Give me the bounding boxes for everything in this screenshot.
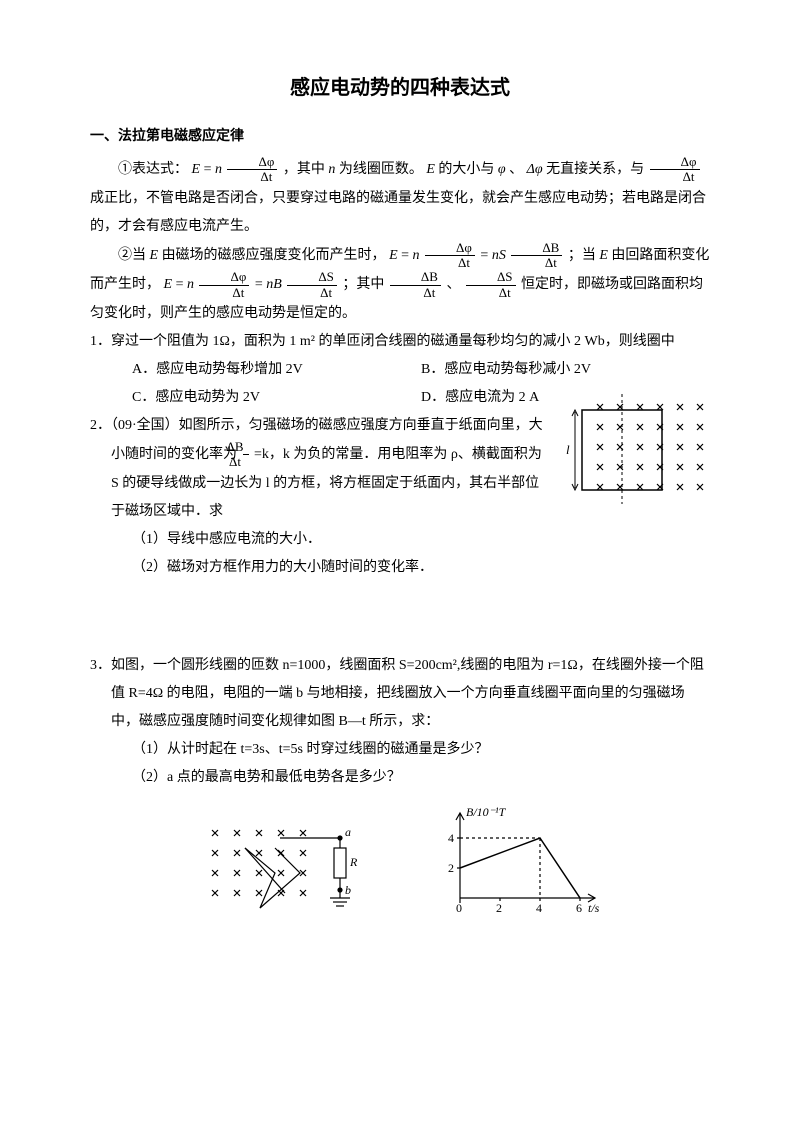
frac-num: Δφ xyxy=(650,155,700,170)
xtick-2: 2 xyxy=(496,901,502,915)
label-b: b xyxy=(345,883,351,897)
frac-num: ΔB xyxy=(243,440,249,455)
p1-text-b: ，其中 xyxy=(283,162,329,177)
frac-num: ΔS xyxy=(287,270,337,285)
formula-n: n xyxy=(413,248,420,263)
xtick-6: 6 xyxy=(576,901,582,915)
frac-db-dt-2: ΔB Δt xyxy=(390,270,441,300)
p2-text-e: ；其中 xyxy=(342,277,388,292)
frac-num: Δφ xyxy=(425,241,475,256)
question-2-sub1: （1）导线中感应电流的大小． xyxy=(90,526,550,554)
frac-ds-dt: ΔS Δt xyxy=(287,270,337,300)
frac-ds-dt-2: ΔS Δt xyxy=(466,270,516,300)
var-dphi: Δφ xyxy=(527,162,543,177)
formula-e: E xyxy=(164,277,173,292)
xtick-4: 4 xyxy=(536,901,542,915)
label-l: l xyxy=(566,442,570,457)
circuit-diagram: a R b xyxy=(190,798,400,928)
formula-e: E xyxy=(192,162,201,177)
question-1: 1．穿过一个阻值为 1Ω，面积为 1 m² 的单匝闭合线圈的磁通量每秒均匀的减小… xyxy=(90,328,710,356)
p2-text-b: 由磁场的磁感应强度变化而产生时， xyxy=(162,248,386,263)
paragraph-2: ②当 E 由磁场的磁感应强度变化而产生时， E = n Δφ Δt = nS Δ… xyxy=(90,241,710,328)
p2-text-a: ②当 xyxy=(118,248,150,263)
frac-db-dt: ΔB Δt xyxy=(511,241,562,271)
var-e: E xyxy=(599,248,608,263)
xtick-0: 0 xyxy=(456,901,462,915)
p2-text-f: 、 xyxy=(446,277,460,292)
question-2: 2．（09·全国）如图所示，匀强磁场的磁感应强度方向垂直于纸面向里，大小随时间的… xyxy=(90,412,550,526)
bt-graph: B/10⁻¹T t/s 2 4 0 2 4 6 xyxy=(430,798,610,928)
var-phi: φ xyxy=(498,162,506,177)
graph-xlabel: t/s xyxy=(588,901,600,915)
p1-text-a: ①表达式： xyxy=(118,162,188,177)
label-a: a xyxy=(345,825,351,839)
frac-den: Δt xyxy=(425,256,475,270)
frac-den: Δt xyxy=(287,286,337,300)
formula-n: n xyxy=(187,277,194,292)
var-n: n xyxy=(328,162,335,177)
p1-text-g: 成正比，不管电路是否闭合，只要穿过电路的磁通量发生变化，就会产生感应电动势；若电… xyxy=(90,191,706,234)
eq-sign: = xyxy=(204,162,215,177)
frac-den: Δt xyxy=(650,170,700,184)
frac-num: ΔS xyxy=(466,270,516,285)
frac-num: ΔB xyxy=(390,270,441,285)
question-3-sub2: （2）a 点的最高电势和最低电势各是多少？ xyxy=(90,764,710,792)
eq-sign: = xyxy=(480,248,491,263)
frac-dphi-dt-3: Δφ Δt xyxy=(425,241,475,271)
var-e: E xyxy=(426,162,435,177)
diagram-magnetic-field: l xyxy=(560,382,710,521)
frac-num: Δφ xyxy=(199,270,249,285)
formula-ns: nS xyxy=(492,248,506,263)
frac-db-dt-q2: ΔB Δt xyxy=(243,440,249,470)
question-3: 3．如图，一个圆形线圈的匝数 n=1000，线圈面积 S=200cm²,线圈的电… xyxy=(90,652,710,736)
formula-nb: nB xyxy=(266,277,282,292)
formula-n: n xyxy=(215,162,222,177)
p1-text-e: 、 xyxy=(509,162,523,177)
frac-num: Δφ xyxy=(227,155,277,170)
option-a: A．感应电动势每秒增加 2V xyxy=(132,356,421,384)
question-2-row: 2．（09·全国）如图所示，匀强磁场的磁感应强度方向垂直于纸面向里，大小随时间的… xyxy=(90,412,710,582)
label-r: R xyxy=(349,855,358,869)
question-3-diagrams: a R b B/10⁻¹T t/s 2 4 0 2 4 xyxy=(90,798,710,928)
frac-den: Δt xyxy=(466,286,516,300)
eq-sign: = xyxy=(255,277,266,292)
frac-den: Δt xyxy=(511,256,562,270)
frac-dphi-dt-4: Δφ Δt xyxy=(199,270,249,300)
option-c: C．感应电动势为 2V xyxy=(132,384,421,412)
p1-text-d: 的大小与 xyxy=(438,162,498,177)
frac-dphi-dt: Δφ Δt xyxy=(227,155,277,185)
graph-ylabel: B/10⁻¹T xyxy=(466,805,507,819)
page-title: 感应电动势的四种表达式 xyxy=(90,70,710,106)
p1-text-c: 为线圈匝数。 xyxy=(339,162,423,177)
ytick-2: 2 xyxy=(448,861,454,875)
paragraph-1: ①表达式： E = n Δφ Δt ，其中 n 为线圈匝数。 E 的大小与 φ … xyxy=(90,155,710,241)
section-1-heading: 一、法拉第电磁感应定律 xyxy=(90,124,710,149)
frac-num: ΔB xyxy=(511,241,562,256)
formula-e: E xyxy=(389,248,398,263)
frac-dphi-dt-2: Δφ Δt xyxy=(650,155,700,185)
frac-den: Δt xyxy=(227,170,277,184)
question-2-sub2: （2）磁场对方框作用力的大小随时间的变化率． xyxy=(90,554,550,582)
p2-text-c: ；当 xyxy=(568,248,600,263)
eq-sign: = xyxy=(176,277,187,292)
option-b: B．感应电动势每秒减小 2V xyxy=(421,356,710,384)
frac-den: Δt xyxy=(390,286,441,300)
frac-den: Δt xyxy=(243,455,249,469)
question-3-sub1: （1）从计时起在 t=3s、t=5s 时穿过线圈的磁通量是多少？ xyxy=(90,736,710,764)
p1-text-f: 无直接关系，与 xyxy=(546,162,648,177)
eq-sign: = xyxy=(401,248,412,263)
frac-den: Δt xyxy=(199,286,249,300)
ytick-4: 4 xyxy=(448,831,454,845)
var-e: E xyxy=(150,248,159,263)
